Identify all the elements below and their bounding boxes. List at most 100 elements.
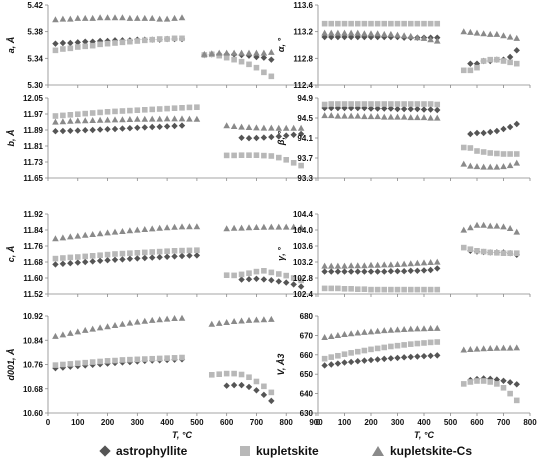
data-point-astrophyllite bbox=[96, 126, 104, 133]
data-point-astrophyllite bbox=[245, 52, 253, 59]
data-point-kupletskite-cs bbox=[89, 117, 96, 123]
data-point-kupletskite-cs bbox=[74, 232, 82, 239]
data-point-kupletskite-cs bbox=[201, 50, 208, 57]
data-point-kupletskite-cs bbox=[460, 28, 468, 35]
data-point-astrophyllite bbox=[67, 260, 74, 267]
data-point-kupletskite-cs bbox=[400, 325, 408, 332]
data-point-astrophyllite bbox=[407, 267, 414, 274]
data-point-kupletskite bbox=[381, 101, 388, 107]
data-point-astrophyllite bbox=[414, 105, 421, 113]
data-point-astrophyllite bbox=[400, 268, 408, 275]
data-point-kupletskite bbox=[513, 250, 520, 256]
data-point-kupletskite bbox=[467, 379, 474, 385]
data-point-kupletskite-cs bbox=[282, 223, 290, 230]
data-point-kupletskite-cs bbox=[81, 117, 89, 124]
data-point-kupletskite-cs bbox=[486, 344, 494, 351]
x-tick-label: 400 bbox=[160, 418, 174, 427]
data-point-astrophyllite bbox=[506, 53, 514, 61]
data-point-kupletskite bbox=[460, 67, 467, 74]
data-point-astrophyllite bbox=[52, 40, 59, 47]
data-point-kupletskite-cs bbox=[253, 49, 260, 56]
data-point-kupletskite-cs bbox=[96, 116, 104, 123]
data-point-kupletskite-cs bbox=[460, 226, 468, 233]
data-point-kupletskite-cs bbox=[89, 325, 96, 332]
data-point-astrophyllite bbox=[52, 261, 59, 268]
data-point-kupletskite-cs bbox=[186, 115, 193, 122]
data-point-kupletskite-cs bbox=[394, 31, 401, 38]
x-tick-label: 800 bbox=[280, 418, 294, 427]
series-kupletskite bbox=[52, 247, 304, 284]
data-point-kupletskite bbox=[67, 254, 74, 261]
data-point-kupletskite bbox=[134, 107, 141, 113]
data-point-kupletskite-cs bbox=[400, 32, 408, 39]
data-point-kupletskite bbox=[179, 354, 185, 361]
data-point-kupletskite bbox=[414, 286, 421, 293]
x-tick-label: 700 bbox=[497, 418, 511, 427]
data-point-kupletskite bbox=[321, 355, 328, 362]
x-tick-label: 300 bbox=[391, 418, 405, 427]
data-point-kupletskite-cs bbox=[486, 222, 494, 229]
data-point-kupletskite-cs bbox=[394, 326, 401, 333]
data-point-astrophyllite bbox=[275, 133, 282, 140]
x-tick-label: 100 bbox=[71, 418, 85, 427]
panel-5: 11.52 11.60 11.68 11.76 11.84 11.92 c, Å bbox=[6, 210, 317, 299]
data-point-astrophyllite bbox=[178, 122, 186, 129]
data-point-kupletskite-cs bbox=[178, 115, 186, 122]
data-point-astrophyllite bbox=[467, 130, 474, 138]
data-point-kupletskite bbox=[500, 151, 507, 157]
data-point-kupletskite bbox=[179, 247, 185, 254]
data-point-kupletskite bbox=[171, 105, 178, 111]
data-point-kupletskite bbox=[223, 152, 230, 159]
data-point-kupletskite bbox=[427, 286, 434, 293]
data-point-kupletskite-cs bbox=[367, 30, 375, 37]
data-point-kupletskite-cs bbox=[156, 115, 163, 122]
data-point-kupletskite bbox=[500, 250, 507, 256]
data-point-kupletskite bbox=[421, 101, 427, 107]
data-point-astrophyllite bbox=[96, 257, 104, 264]
data-point-kupletskite-cs bbox=[374, 30, 381, 37]
data-point-kupletskite bbox=[407, 341, 414, 347]
data-point-kupletskite bbox=[460, 144, 467, 151]
data-point-kupletskite-cs bbox=[238, 317, 245, 324]
data-point-kupletskite bbox=[394, 101, 401, 107]
data-point-kupletskite-cs bbox=[374, 327, 381, 334]
data-point-kupletskite bbox=[104, 251, 111, 258]
data-point-astrophyllite bbox=[374, 268, 381, 275]
data-point-kupletskite-cs bbox=[367, 113, 375, 120]
data-point-kupletskite-cs bbox=[59, 331, 67, 338]
x-tick-label: 800 bbox=[523, 418, 537, 427]
data-point-astrophyllite bbox=[394, 354, 401, 362]
series-kupletskite-cs bbox=[52, 314, 275, 339]
data-point-kupletskite bbox=[119, 357, 126, 363]
data-point-kupletskite-cs bbox=[111, 228, 119, 235]
data-point-astrophyllite bbox=[74, 259, 81, 266]
data-point-astrophyllite bbox=[275, 278, 282, 285]
data-point-kupletskite-cs bbox=[480, 345, 487, 352]
data-point-kupletskite bbox=[112, 108, 118, 115]
data-point-kupletskite bbox=[268, 153, 275, 159]
data-point-kupletskite bbox=[487, 150, 494, 156]
data-point-kupletskite bbox=[348, 20, 354, 27]
data-point-kupletskite-cs bbox=[171, 315, 178, 322]
data-point-kupletskite bbox=[141, 356, 148, 362]
data-point-kupletskite bbox=[407, 101, 414, 107]
data-point-kupletskite-cs bbox=[282, 124, 290, 131]
data-point-kupletskite bbox=[361, 347, 368, 354]
data-point-kupletskite-cs bbox=[347, 330, 355, 337]
y-tick-label: 10.68 bbox=[23, 385, 44, 394]
data-point-kupletskite-cs bbox=[387, 261, 395, 268]
data-point-kupletskite-cs bbox=[334, 262, 342, 269]
y-axis-label: V, Å3 bbox=[276, 354, 286, 376]
series-astrophyllite bbox=[52, 122, 305, 142]
data-point-kupletskite bbox=[507, 390, 513, 397]
data-point-kupletskite-cs bbox=[500, 223, 507, 230]
data-point-kupletskite bbox=[149, 36, 156, 43]
data-point-kupletskite-cs bbox=[380, 113, 388, 120]
data-point-kupletskite bbox=[507, 59, 513, 66]
y-axis-label: b, Å bbox=[6, 130, 16, 147]
y-tick-label: 112.4 bbox=[293, 81, 313, 90]
data-point-kupletskite bbox=[238, 152, 245, 158]
data-point-kupletskite bbox=[97, 109, 103, 116]
data-point-kupletskite-cs bbox=[321, 112, 328, 119]
data-point-kupletskite bbox=[268, 269, 275, 276]
